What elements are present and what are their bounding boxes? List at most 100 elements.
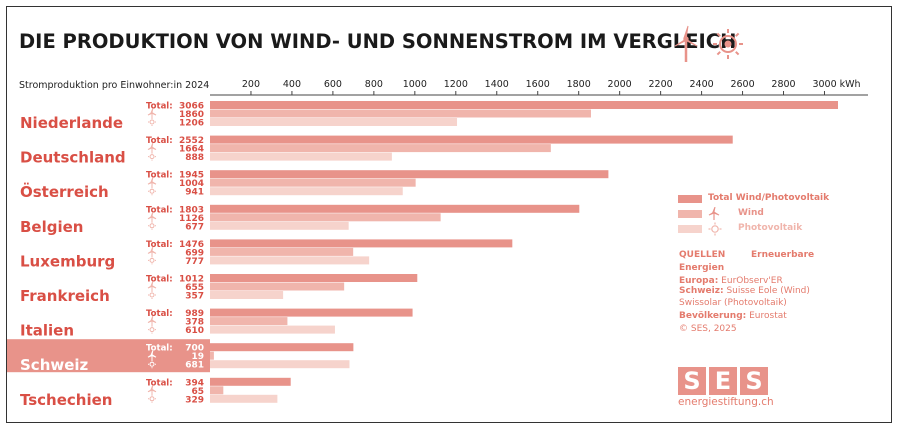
legend-wind-icon bbox=[708, 207, 720, 220]
x-tick-label: 2000 bbox=[608, 79, 632, 90]
x-tick-label: 400 bbox=[283, 79, 301, 90]
data-label: 394 bbox=[185, 378, 204, 388]
row-sun-icon bbox=[148, 394, 156, 403]
bar-solar bbox=[210, 152, 392, 161]
ses-logo-letter: S bbox=[678, 367, 706, 395]
sources-schweiz-2: Swissolar (Photovoltaik) bbox=[679, 298, 787, 308]
country-label: Tschechien bbox=[20, 391, 112, 409]
bar-wind bbox=[210, 178, 416, 187]
x-tick-label: 2400 bbox=[689, 79, 713, 90]
data-label: 989 bbox=[185, 309, 204, 319]
row-sun-icon bbox=[148, 325, 156, 334]
data-label: 1860 bbox=[179, 110, 204, 120]
row-wind-icon bbox=[147, 350, 157, 361]
sources-europa: Europa: EurObserv'ER bbox=[679, 276, 783, 286]
row-sun-icon bbox=[148, 221, 156, 230]
sources-copyright: © SES, 2025 bbox=[679, 324, 737, 334]
row-sun-icon bbox=[148, 187, 156, 196]
wind-turbine-icon bbox=[674, 25, 698, 62]
sources-energien: Energien bbox=[679, 263, 725, 273]
country-label: Niederlande bbox=[20, 114, 123, 132]
bar-solar bbox=[210, 187, 403, 196]
data-label: 1476 bbox=[179, 240, 204, 250]
legend-label-total: Total Wind/Photovoltaik bbox=[708, 193, 830, 203]
bar-wind bbox=[210, 351, 214, 360]
bar-solar bbox=[210, 291, 284, 299]
bar-total bbox=[210, 101, 838, 109]
country-label: Frankreich bbox=[20, 287, 110, 305]
legend-swatch-solar bbox=[678, 225, 702, 233]
row-wind-icon bbox=[147, 315, 157, 327]
data-label: 19 bbox=[191, 352, 204, 362]
total-label: Total: bbox=[146, 136, 173, 146]
bar-solar bbox=[210, 256, 370, 265]
x-tick-label: 2200 bbox=[649, 79, 673, 90]
sources-heading-label: QUELLEN bbox=[679, 250, 726, 260]
bar-wind bbox=[210, 282, 345, 291]
bar-total bbox=[210, 308, 413, 317]
row-sun-icon bbox=[148, 256, 156, 265]
row-wind-icon bbox=[147, 281, 157, 292]
x-tick-label: 1200 bbox=[444, 79, 468, 90]
data-label: 700 bbox=[185, 344, 204, 354]
data-label: 677 bbox=[185, 222, 204, 232]
bar-solar bbox=[210, 325, 335, 334]
total-label: Total: bbox=[146, 102, 173, 112]
x-tick-label: 600 bbox=[324, 79, 342, 90]
data-label: 610 bbox=[185, 326, 204, 336]
data-label: 655 bbox=[185, 283, 204, 293]
legend-swatches bbox=[678, 195, 702, 233]
sources-heading: QUELLEN Erneuerbare bbox=[679, 249, 814, 262]
country-label: Italien bbox=[20, 322, 74, 340]
row-sun-icon bbox=[148, 118, 156, 126]
sources-heading-suffix: Erneuerbare bbox=[751, 250, 815, 260]
x-tick-label: 1000 bbox=[403, 79, 427, 90]
data-label: 1206 bbox=[179, 119, 204, 129]
bar-total bbox=[210, 170, 609, 179]
bar-total bbox=[210, 239, 513, 248]
bar-wind bbox=[210, 386, 224, 395]
bar-wind bbox=[210, 213, 441, 222]
data-label: 1004 bbox=[179, 179, 204, 189]
x-tick-label: 2600 bbox=[730, 79, 754, 90]
legend-swatch-total bbox=[678, 195, 702, 203]
country-label: Schweiz bbox=[20, 356, 89, 374]
row-wind-icon bbox=[147, 108, 157, 119]
row-sun-icon bbox=[148, 360, 156, 369]
data-label: 357 bbox=[185, 292, 204, 302]
bar-total bbox=[210, 274, 418, 282]
legend-label-wind: Wind bbox=[738, 208, 764, 218]
x-tick-label: 800 bbox=[365, 79, 383, 90]
data-label: 888 bbox=[185, 153, 204, 163]
bar-total bbox=[210, 343, 354, 352]
row-sun-icon bbox=[148, 291, 156, 299]
bar-wind bbox=[210, 317, 288, 326]
row-sun-icon bbox=[148, 152, 156, 161]
x-tick-label: 200 bbox=[242, 79, 260, 90]
data-label: 329 bbox=[185, 395, 204, 405]
x-tick-label: 3000 kWh bbox=[812, 79, 860, 90]
bar-wind bbox=[210, 144, 551, 153]
data-label: 378 bbox=[185, 318, 204, 328]
data-label: 941 bbox=[185, 188, 204, 198]
data-label: 681 bbox=[185, 361, 204, 371]
row-wind-icon bbox=[147, 212, 157, 223]
total-label: Total: bbox=[146, 378, 173, 388]
bar-wind bbox=[210, 109, 591, 118]
total-label: Total: bbox=[146, 309, 173, 319]
data-label: 1126 bbox=[179, 214, 204, 224]
ses-logo-letter: S bbox=[740, 367, 768, 395]
ses-logo-letter: E bbox=[709, 367, 737, 395]
sources-bevoelkerung: Bevölkerung: Eurostat bbox=[679, 311, 787, 321]
total-label: Total: bbox=[146, 344, 173, 354]
country-label: Belgien bbox=[20, 218, 83, 236]
row-wind-icon bbox=[147, 385, 157, 396]
data-label: 65 bbox=[191, 387, 204, 397]
legend-swatch-wind bbox=[678, 210, 702, 218]
data-label: 3066 bbox=[179, 102, 204, 112]
total-label: Total: bbox=[146, 240, 173, 250]
total-label: Total: bbox=[146, 275, 173, 285]
country-label: Deutschland bbox=[20, 149, 126, 167]
